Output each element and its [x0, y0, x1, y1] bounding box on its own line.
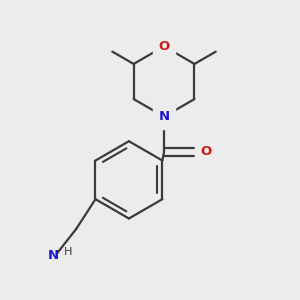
Text: H: H	[64, 247, 72, 256]
Text: O: O	[158, 40, 170, 53]
Text: N: N	[48, 249, 59, 262]
Text: N: N	[158, 110, 169, 123]
Text: O: O	[201, 145, 212, 158]
